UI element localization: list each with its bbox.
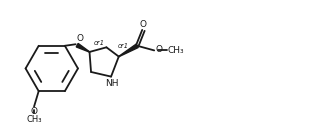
- Text: O: O: [31, 108, 38, 116]
- Text: or1: or1: [93, 40, 104, 46]
- Text: NH: NH: [105, 79, 119, 88]
- Text: CH₃: CH₃: [168, 46, 184, 55]
- Text: CH₃: CH₃: [26, 115, 42, 124]
- Text: O: O: [77, 34, 84, 43]
- Text: or1: or1: [117, 43, 128, 49]
- Polygon shape: [76, 43, 90, 52]
- Text: O: O: [155, 45, 162, 54]
- Polygon shape: [119, 44, 138, 57]
- Text: O: O: [140, 20, 147, 29]
